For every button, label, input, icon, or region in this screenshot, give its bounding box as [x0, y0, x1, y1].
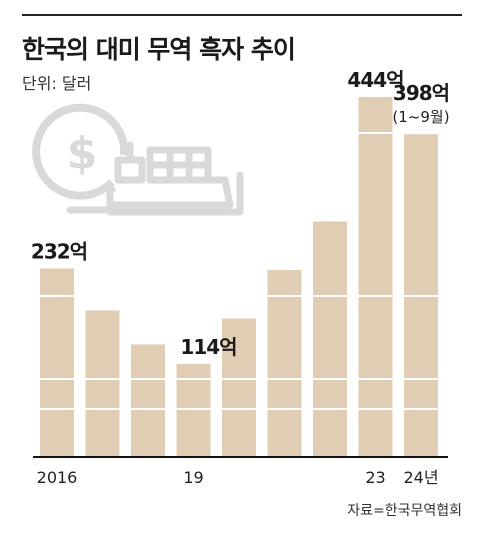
dollar-coin-icon: $: [32, 103, 129, 200]
x-tick-label: 23: [365, 468, 385, 487]
bar-2022: [313, 221, 347, 456]
bar-2018: [131, 344, 165, 456]
data-sublabel: (1~9월): [392, 108, 449, 126]
bar-2020: [222, 318, 256, 456]
svg-text:$: $: [67, 128, 98, 179]
chart-title: 한국의 대미 무역 흑자 추이: [22, 35, 296, 64]
top-rule: [22, 14, 462, 16]
x-tick-label: 24년: [403, 468, 438, 487]
cargo-ship-icon: [66, 141, 244, 216]
bars-group: [40, 97, 438, 456]
unit-label: 단위: 달러: [22, 74, 92, 93]
data-label: 398억: [393, 81, 449, 105]
data-label: 444억: [347, 68, 403, 92]
bar-23: [358, 97, 393, 456]
bar-2021: [267, 270, 302, 456]
source-label: 자료=한국무역협회: [347, 503, 462, 519]
x-tick-label: 19: [183, 468, 203, 487]
data-label: 114억: [180, 335, 236, 359]
bar-2016: [40, 268, 74, 456]
x-ticks: 2016 19 23 24년: [37, 468, 439, 487]
data-label: 232억: [31, 239, 87, 263]
x-tick-label: 2016: [37, 468, 78, 487]
bar-2017: [85, 310, 120, 456]
